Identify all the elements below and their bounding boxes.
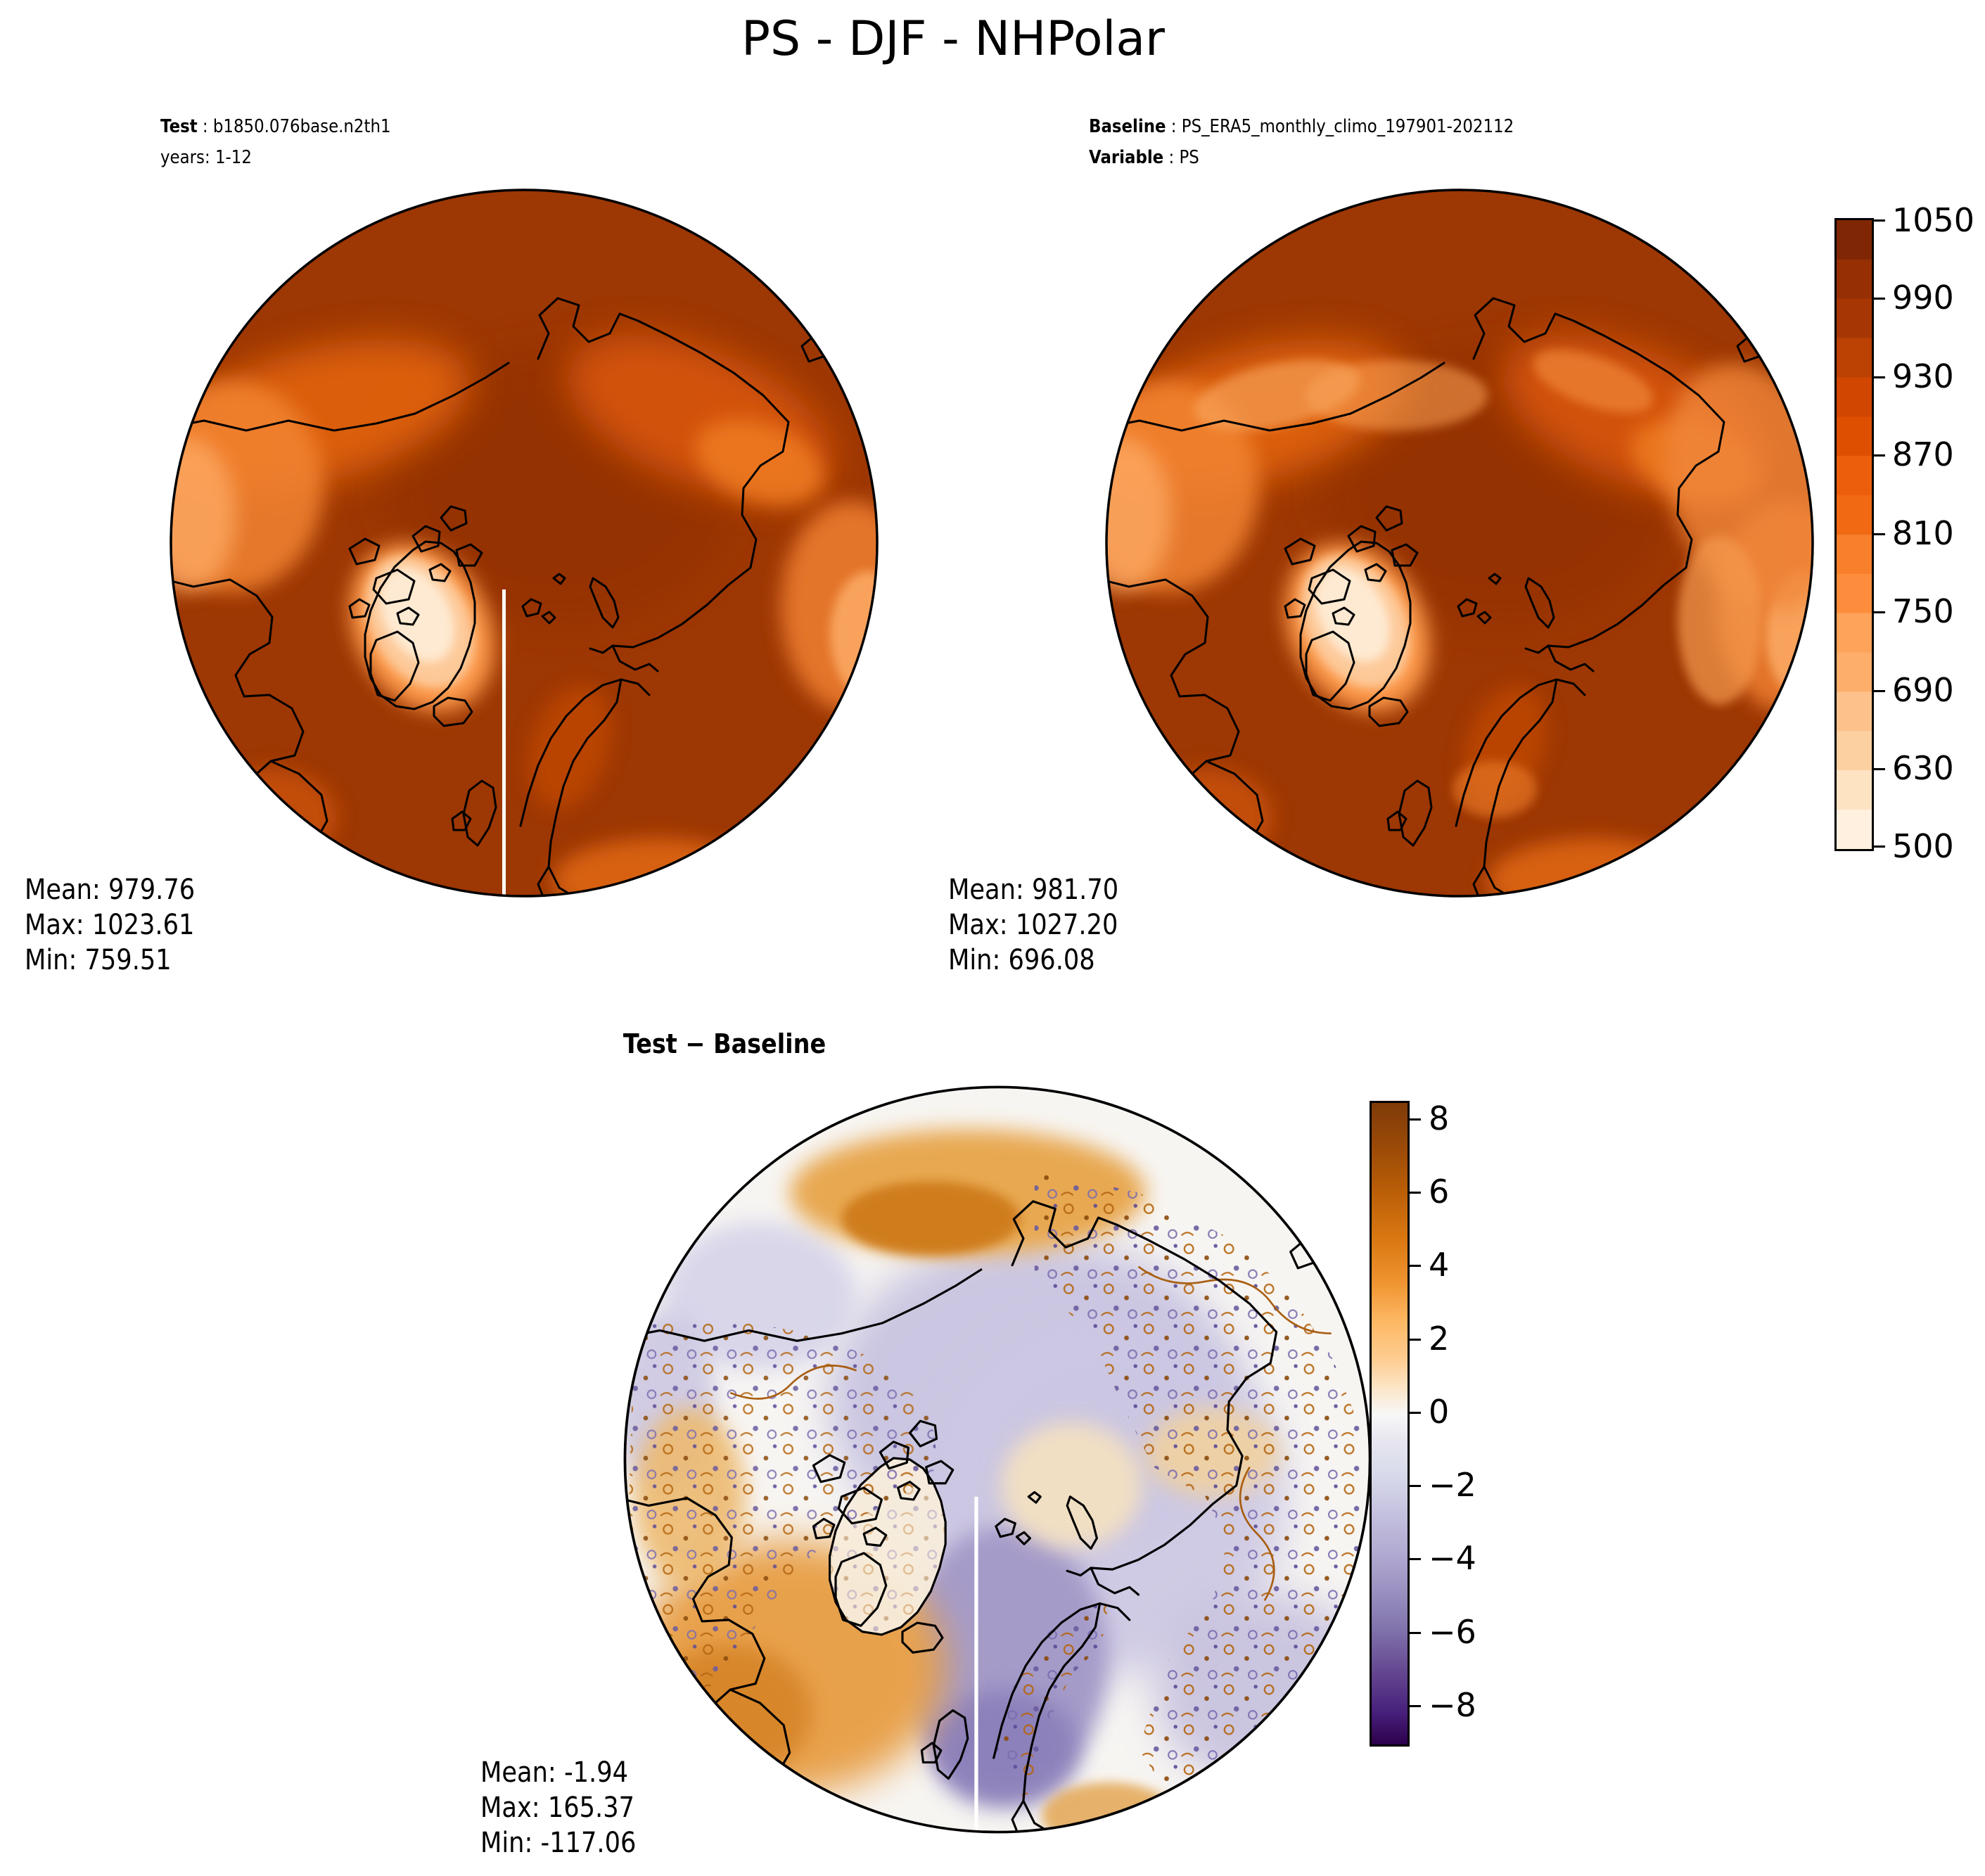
test-header-line1: Test : b1850.076base.n2th1 [160,111,391,142]
elevation-contours [729,1265,1332,1602]
pressure-colorbar: 1050 990 930 870 810 750 690 630 500 [1834,201,1974,865]
difference-colorbar: 8 6 4 2 0 −2 −4 −6 −8 [1370,1099,1476,1747]
colorbar-tick-label: 690 [1892,670,1954,709]
colorbar-tick-label: 990 [1892,278,1954,317]
colorbar-tick [1874,219,1885,222]
diff-map [623,1085,1372,1834]
difference-colorbar-gradient [1370,1101,1410,1747]
colorbar-tick-label: 4 [1429,1245,1450,1284]
era5-fine-texture [1194,349,1813,817]
colorbar-tick [1410,1705,1421,1707]
baseline-stats: Mean: 981.70 Max: 1027.20 Min: 696.08 [948,872,1118,978]
test-max: Max: 1023.61 [25,909,195,941]
test-min: Min: 759.51 [25,944,172,976]
colorbar-tick-label: −2 [1429,1465,1476,1504]
colorbar-tick-label: 0 [1429,1392,1450,1431]
diff-panel-title: Test − Baseline [623,1028,826,1059]
colorbar-tick-label: 500 [1892,827,1954,865]
baseline-header: Baseline : PS_ERA5_monthly_climo_197901-… [1089,111,1514,173]
colorbar-tick-label: 870 [1892,435,1954,473]
test-mean: Mean: 979.76 [25,874,196,906]
colorbar-tick-label: 930 [1892,357,1954,395]
pressure-colorbar-gradient [1834,218,1874,851]
diff-max: Max: 165.37 [480,1792,634,1824]
colorbar-tick [1874,298,1885,300]
colorbar-tick-label: 750 [1892,592,1954,630]
test-map [170,189,879,898]
colorbar-tick [1410,1485,1421,1487]
baseline-mean: Mean: 981.70 [948,874,1119,906]
variable-label-value: : PS [1163,147,1199,168]
colorbar-tick-label: 630 [1892,748,1954,787]
colorbar-tick-label: −6 [1429,1612,1476,1651]
meridian-gap-line [502,589,506,896]
test-header: Test : b1850.076base.n2th1 years: 1-12 [160,111,391,173]
colorbar-tick-label: −4 [1429,1538,1476,1577]
colorbar-tick-label: 8 [1429,1099,1450,1137]
baseline-map-field [1106,190,1813,896]
colorbar-tick-label: 810 [1892,513,1954,552]
diff-stats: Mean: -1.94 Max: 165.37 Min: -117.06 [480,1755,636,1861]
baseline-header-line2: Variable : PS [1089,142,1514,173]
variable-label-key: Variable [1089,147,1164,168]
figure-title: PS - DJF - NHPolar [741,11,1165,67]
baseline-map [1105,189,1814,898]
diff-mean: Mean: -1.94 [480,1756,629,1789]
colorbar-tick [1410,1632,1421,1634]
test-label-value: : b1850.076base.n2th1 [197,116,391,137]
colorbar-tick [1410,1339,1421,1341]
colorbar-tick [1410,1265,1421,1267]
colorbar-tick [1874,533,1885,535]
colorbar-tick [1874,768,1885,770]
topographic-speckle [626,1170,1361,1816]
colorbar-tick-label: 6 [1429,1172,1450,1211]
colorbar-tick [1874,454,1885,457]
test-stats: Mean: 979.76 Max: 1023.61 Min: 759.51 [25,872,195,978]
meridian-gap-line [974,1496,978,1832]
colorbar-tick [1410,1118,1421,1121]
diff-min: Min: -117.06 [480,1827,637,1859]
colorbar-tick [1410,1192,1421,1194]
diff-map-field [625,1087,1370,1832]
colorbar-tick-label: 2 [1429,1319,1450,1358]
baseline-label-value: : PS_ERA5_monthly_climo_197901-202112 [1166,116,1514,137]
colorbar-tick-label: 1050 [1892,200,1975,239]
baseline-label-key: Baseline [1089,116,1166,137]
colorbar-tick [1874,611,1885,613]
test-label-key: Test [160,116,198,137]
baseline-header-line1: Baseline : PS_ERA5_monthly_climo_197901-… [1089,111,1514,142]
colorbar-tick [1874,846,1885,848]
colorbar-tick [1874,376,1885,378]
colorbar-tick [1410,1412,1421,1414]
baseline-max: Max: 1027.20 [948,909,1118,941]
colorbar-tick [1874,690,1885,692]
test-map-field [171,190,877,896]
colorbar-tick [1410,1558,1421,1560]
map-rim [1105,189,1814,898]
test-header-years: years: 1-12 [160,147,252,168]
colorbar-tick-label: −8 [1429,1685,1476,1724]
map-rim [170,189,879,898]
baseline-min: Min: 696.08 [948,944,1095,976]
